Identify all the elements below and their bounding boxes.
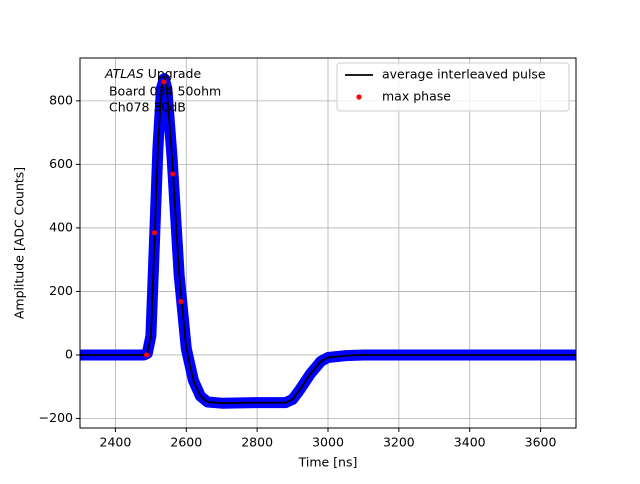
- x-tick-label: 3400: [454, 435, 486, 450]
- y-tick-label: −200: [39, 410, 73, 425]
- y-tick-label: 800: [49, 92, 73, 107]
- axes-frame: [79, 57, 577, 429]
- max-phase-point: [178, 298, 184, 305]
- annotation-italic: ATLAS: [104, 66, 144, 81]
- legend-label: average interleaved pulse: [382, 67, 546, 82]
- x-tick-label: 2800: [241, 435, 273, 450]
- y-tick-label: 600: [49, 156, 73, 171]
- x-tick-label: 3200: [383, 435, 415, 450]
- y-tick-label: 200: [49, 283, 73, 298]
- max-phase-point: [170, 171, 176, 177]
- x-tick-label: 3000: [312, 435, 344, 450]
- max-phase-point: [144, 352, 150, 358]
- legend-box: [336, 62, 570, 112]
- max-phase-point: [161, 79, 167, 85]
- annotation-line: Ch078 30dB: [105, 100, 186, 115]
- legend-label: max phase: [382, 89, 451, 104]
- plot: [80, 73, 576, 409]
- average-line: [80, 75, 576, 405]
- annotation-rest: Upgrade: [144, 66, 202, 81]
- annotation-line: Board 034 50ohm: [105, 84, 221, 99]
- y-tick-label: 0: [65, 346, 73, 361]
- x-axis-label: Time [ns]: [298, 455, 358, 470]
- y-tick-label: 400: [49, 219, 73, 234]
- legend-marker: [356, 94, 362, 100]
- x-tick-label: 2600: [170, 435, 202, 450]
- x-tick-label: 3600: [525, 435, 557, 450]
- x-tick-label: 2400: [100, 435, 132, 450]
- annotation: ATLAS Upgrade: [104, 66, 201, 81]
- max-phase-point: [151, 230, 157, 236]
- y-axis-label: Amplitude [ADC Counts]: [12, 167, 27, 319]
